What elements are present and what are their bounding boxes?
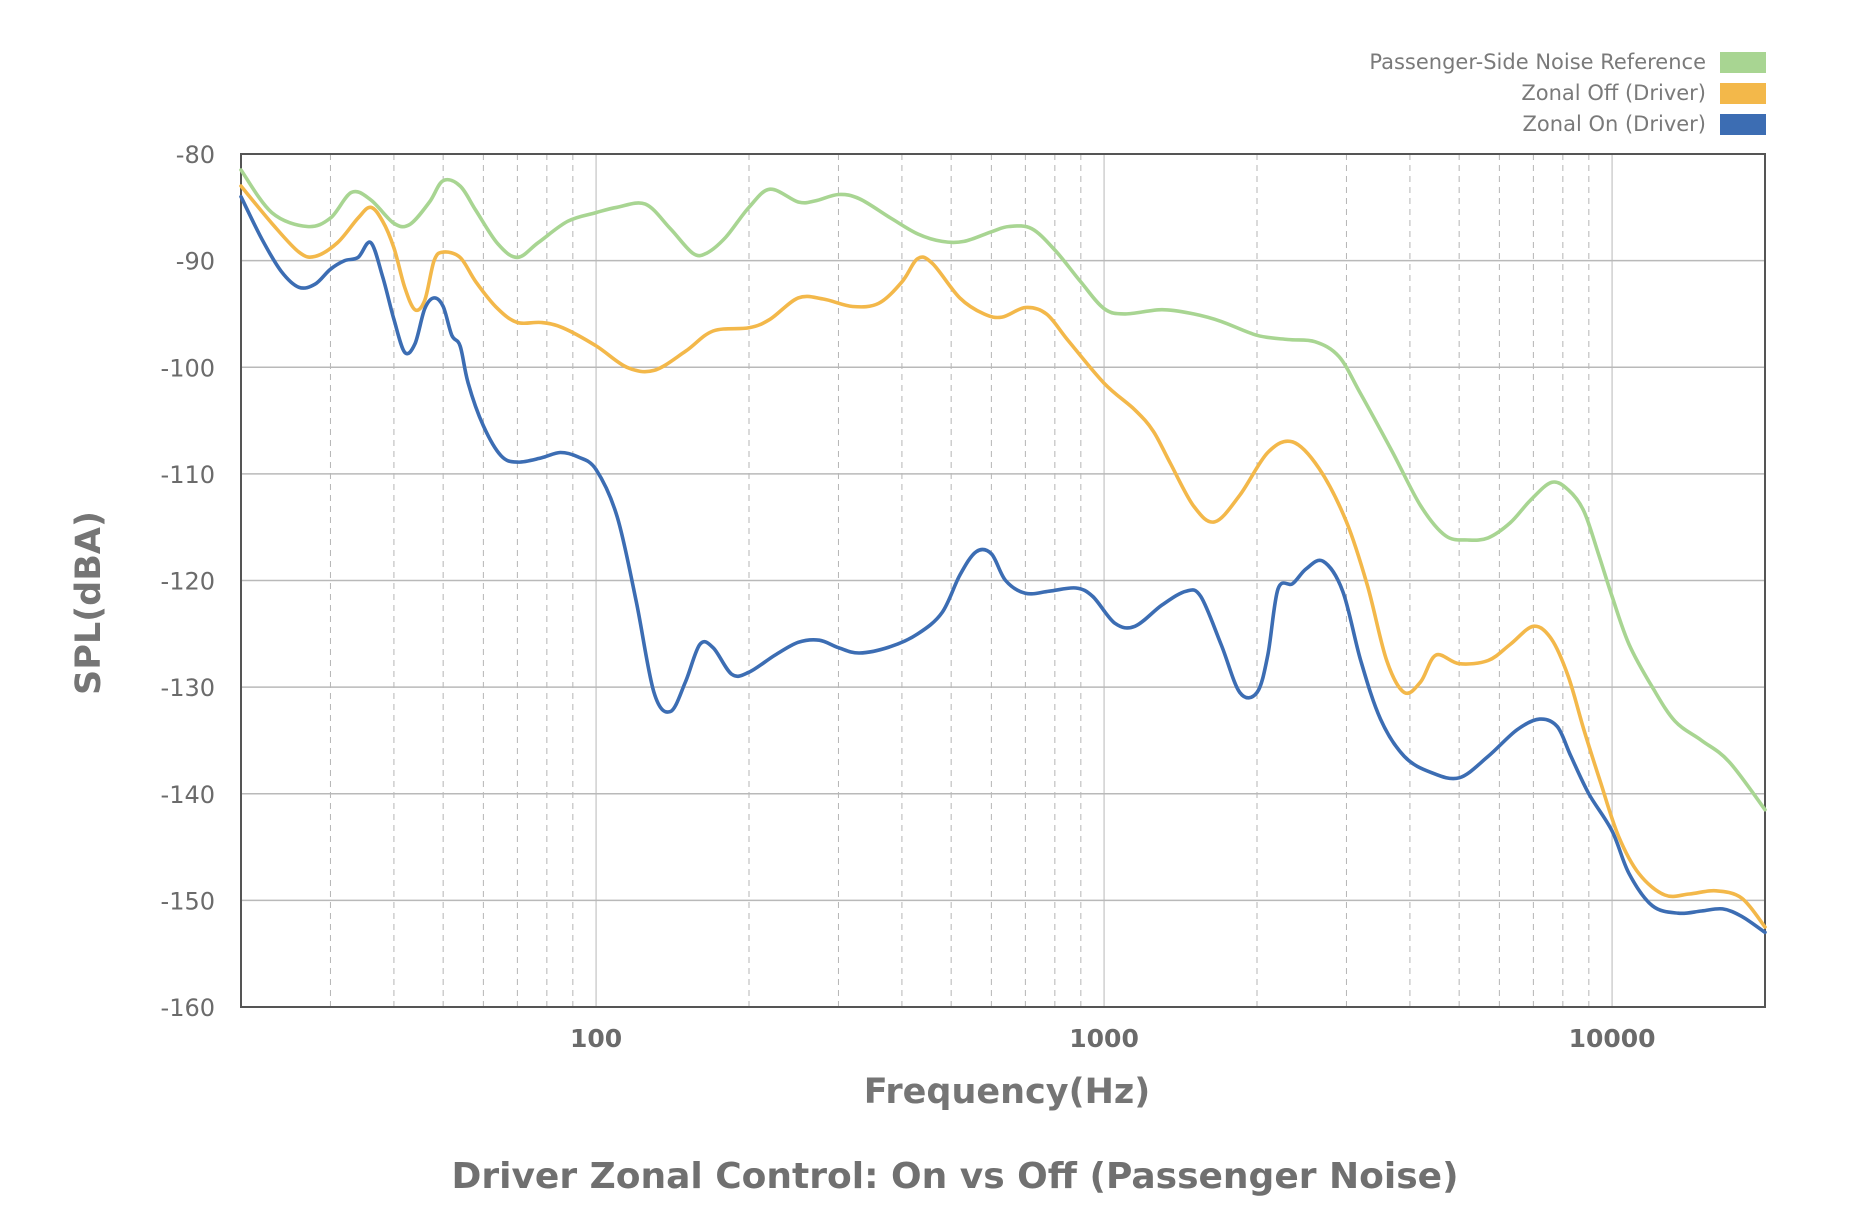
x-axis-label: Frequency(Hz) [864, 1072, 1151, 1112]
y-major-gridlines [241, 259, 1765, 902]
legend: Passenger-Side Noise Reference Zonal Off … [1369, 50, 1766, 136]
series-line-zonal-on [239, 194, 1767, 935]
y-tick-label: -100 [161, 354, 215, 382]
y-tick-label: -130 [161, 674, 215, 702]
x-tick-label: 100 [570, 1024, 622, 1053]
y-tick-label: -80 [176, 141, 215, 169]
x-tick-label: 1000 [1069, 1024, 1139, 1053]
legend-label: Passenger-Side Noise Reference [1369, 50, 1706, 74]
series-line-zonal-off [239, 184, 1767, 929]
y-axis-label: SPL(dBA) [69, 511, 109, 695]
plot-frame [240, 153, 1766, 1008]
x-tick-label: 10000 [1569, 1024, 1656, 1053]
x-tick-labels: 100 1000 10000 [570, 1024, 1656, 1053]
y-tick-label: -160 [161, 994, 215, 1022]
legend-label: Zonal On (Driver) [1523, 112, 1706, 136]
legend-swatch [1720, 83, 1766, 104]
legend-swatch [1720, 114, 1766, 135]
y-tick-label: -150 [161, 887, 215, 915]
legend-swatch [1720, 52, 1766, 73]
y-tick-label: -140 [161, 781, 215, 809]
series-layer [239, 168, 1767, 935]
y-tick-label: -110 [161, 461, 215, 489]
y-tick-label: -90 [176, 248, 215, 276]
legend-label: Zonal Off (Driver) [1521, 81, 1706, 105]
y-tick-label: -120 [161, 568, 215, 596]
chart-title: Driver Zonal Control: On vs Off (Passeng… [451, 1156, 1458, 1197]
y-tick-labels: -80 -90 -100 -110 -120 -130 -140 -150 -160 [161, 141, 215, 1022]
series-line-passenger-reference [239, 168, 1767, 812]
